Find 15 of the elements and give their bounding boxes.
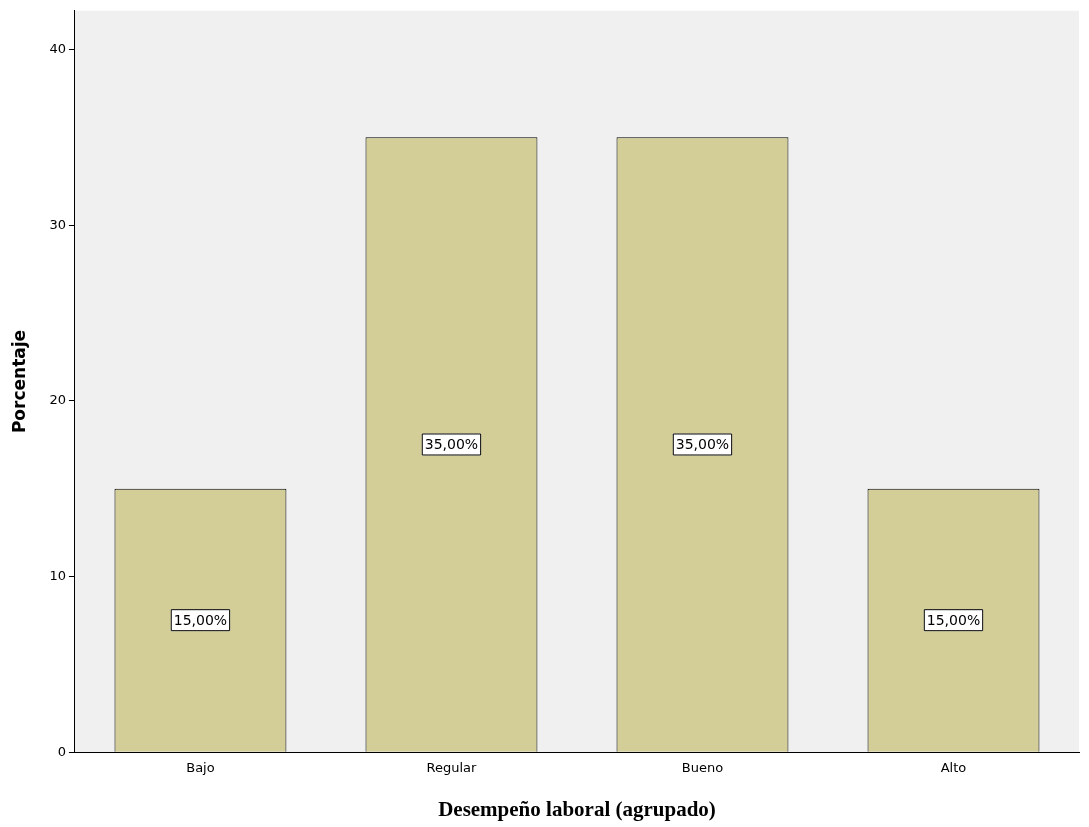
x-tick-label: Bajo — [186, 760, 215, 776]
data-label: 35,00% — [424, 436, 479, 453]
data-label: 35,00% — [675, 436, 730, 453]
y-tick-label: 20 — [49, 392, 66, 408]
data-label: 15,00% — [173, 611, 228, 628]
y-axis-title: Porcentaje — [8, 329, 29, 434]
x-axis-title: Desempeño laboral (agrupado) — [438, 796, 716, 821]
y-tick-label: 40 — [49, 40, 66, 56]
y-tick-label: 0 — [57, 743, 66, 759]
x-tick-label: Bueno — [681, 760, 724, 776]
y-tick-label: 30 — [49, 216, 66, 232]
y-tick-label: 10 — [49, 567, 66, 583]
data-label: 15,00% — [926, 611, 981, 628]
x-tick-label: Alto — [940, 760, 967, 776]
x-tick-label: Regular — [426, 760, 478, 776]
